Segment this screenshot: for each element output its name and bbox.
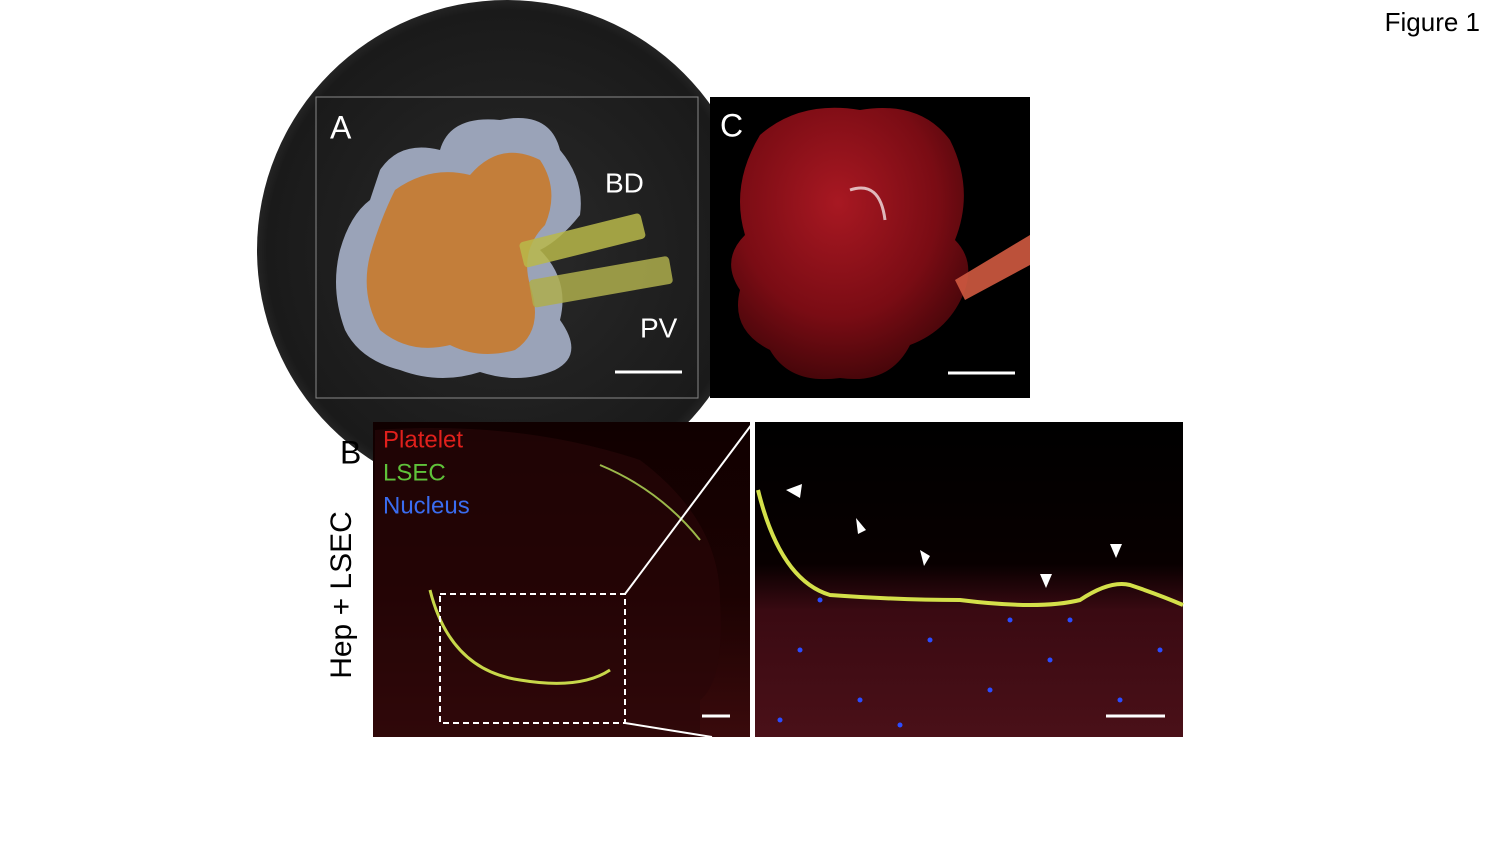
- cannula: [529, 256, 673, 308]
- annotation: PV: [640, 312, 678, 343]
- tissue: [373, 428, 721, 737]
- hepatocyte-region: [366, 152, 552, 354]
- panel-b: B Hep + LSEC Platelet LSEC Nucleus: [325, 422, 1184, 738]
- photo-frame: [315, 96, 699, 399]
- zoom-line: [624, 423, 753, 595]
- zoom-line: [624, 722, 713, 738]
- divider: [750, 422, 755, 737]
- micrograph-zoom: [755, 422, 1183, 737]
- figure-label: Figure 1: [1385, 7, 1480, 37]
- panel-label: C: [720, 107, 743, 143]
- legend-entry: Platelet: [383, 426, 463, 453]
- panel-c: C: [710, 97, 1030, 398]
- liver: [731, 107, 969, 380]
- arrowheads: [786, 484, 1122, 588]
- lsec-lining: [756, 489, 1184, 607]
- legend-entry: Nucleus: [383, 492, 470, 519]
- row-label: Hep + LSEC: [325, 511, 358, 679]
- annotation: BD: [605, 167, 644, 198]
- legend: Platelet LSEC Nucleus: [383, 426, 470, 519]
- cannula: [955, 235, 1030, 300]
- panel-a: A BD PV: [257, 0, 757, 500]
- nuclei: [777, 597, 1163, 728]
- highlight: [849, 186, 887, 221]
- cannula: [519, 213, 646, 268]
- panel-label: A: [330, 109, 352, 145]
- lsec-lining: [428, 589, 611, 685]
- legend-entry: LSEC: [383, 459, 446, 486]
- panel-label: B: [340, 434, 361, 470]
- zoom-box: [439, 593, 626, 724]
- lsec-lining: [599, 464, 701, 541]
